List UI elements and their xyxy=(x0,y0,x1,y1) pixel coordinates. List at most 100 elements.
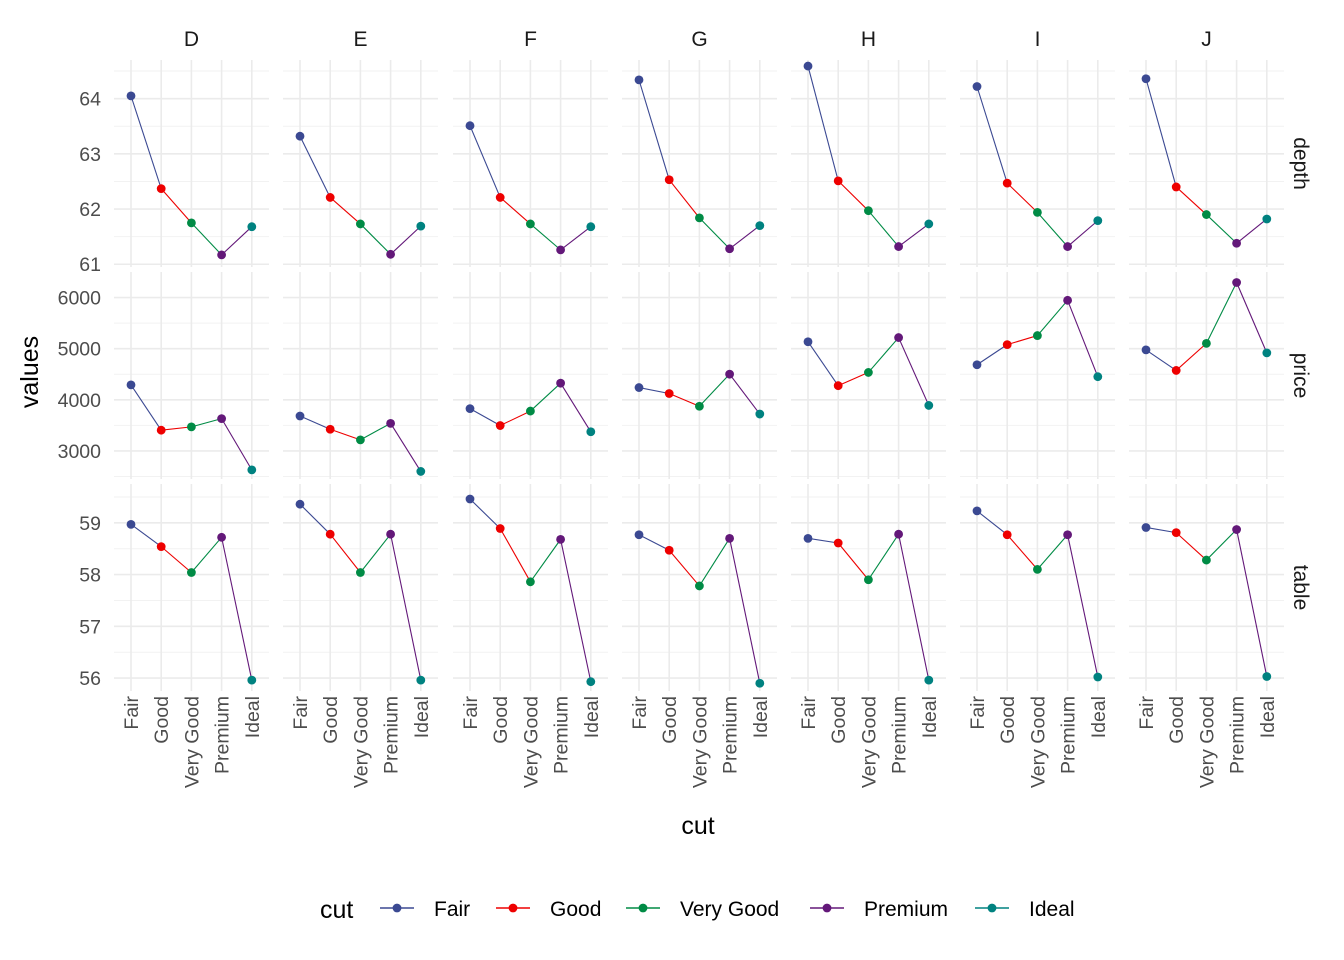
point-I-depth-ideal xyxy=(1093,216,1103,226)
legend-label-ideal: Ideal xyxy=(1029,898,1075,921)
point-E-price-ideal xyxy=(416,467,426,476)
point-J-price-ideal xyxy=(1262,348,1272,358)
point-E-price-fair xyxy=(295,411,305,421)
panel-G-depth xyxy=(622,60,777,267)
line-segment-very-good xyxy=(530,223,561,251)
line-segment-good xyxy=(330,428,361,441)
y-tick-label-table-59: 59 xyxy=(79,513,101,535)
point-J-price-good xyxy=(1171,366,1181,375)
panel-H-depth xyxy=(791,60,946,267)
line-segment-premium xyxy=(560,539,592,682)
column-strip-F: F xyxy=(524,28,537,51)
legend-label-very-good: Very Good xyxy=(680,898,779,921)
point-H-table-premium xyxy=(894,529,903,539)
line-segment-fair xyxy=(638,387,670,395)
line-segment-fair xyxy=(130,523,162,548)
y-tick-label-table-56: 56 xyxy=(79,668,101,690)
point-H-table-very-good xyxy=(864,575,873,585)
line-segment-very-good xyxy=(1036,299,1069,336)
point-J-table-fair xyxy=(1141,523,1151,532)
point-J-depth-good xyxy=(1171,182,1181,192)
x-tick-label-H-very-good: Very Good xyxy=(858,696,880,788)
point-I-depth-very-good xyxy=(1033,207,1042,217)
point-H-table-fair xyxy=(803,533,813,543)
point-I-table-premium xyxy=(1063,530,1072,540)
column-strip-E: E xyxy=(353,28,367,51)
point-F-price-premium xyxy=(556,378,565,388)
point-H-depth-very-good xyxy=(864,206,873,216)
point-D-depth-very-good xyxy=(187,218,196,228)
point-F-table-good xyxy=(495,524,505,533)
y-tick-label-price-4000: 4000 xyxy=(58,390,102,412)
line-segment-good xyxy=(668,392,700,407)
x-tick-label-H-fair: Fair xyxy=(798,696,820,730)
line-segment-premium xyxy=(1236,529,1268,677)
point-D-price-good xyxy=(156,425,166,435)
line-segment-very-good xyxy=(699,217,730,250)
point-F-table-ideal xyxy=(586,677,596,687)
point-J-depth-premium xyxy=(1232,238,1241,248)
legend-key-point xyxy=(987,903,997,913)
line-segment-fair xyxy=(807,341,839,386)
panel-F-price xyxy=(453,272,608,479)
point-G-table-premium xyxy=(725,533,734,543)
line-segment-fair xyxy=(638,79,670,180)
line-segment-good xyxy=(1006,534,1038,570)
line-segment-premium xyxy=(390,534,422,681)
line-segment-very-good xyxy=(530,382,561,412)
legend-item-very-good: Very Good xyxy=(626,898,779,921)
point-H-price-good xyxy=(833,381,843,391)
legend-item-good: Good xyxy=(496,898,601,921)
x-tick-label-E-fair: Fair xyxy=(290,696,312,730)
legend-key-point xyxy=(822,903,832,913)
point-D-depth-premium xyxy=(217,250,227,260)
x-tick-label-F-good: Good xyxy=(490,696,512,744)
point-J-depth-ideal xyxy=(1262,214,1272,224)
point-G-depth-ideal xyxy=(755,221,765,231)
line-segment-good xyxy=(160,546,192,573)
line-segment-fair xyxy=(299,135,331,198)
line-segment-premium xyxy=(390,225,422,255)
point-F-table-fair xyxy=(465,494,475,504)
row-strip-price: price xyxy=(1289,353,1312,399)
panel-I-table xyxy=(960,484,1115,691)
legend-key-point xyxy=(508,903,518,913)
x-tick-label-J-ideal: Ideal xyxy=(1257,696,1279,738)
facet-strips: depth price table D E F G H I J xyxy=(184,28,1312,610)
point-I-price-fair xyxy=(972,360,982,370)
x-tick-label-J-good: Good xyxy=(1166,696,1188,744)
point-E-depth-very-good xyxy=(356,219,365,229)
y-tick-label-depth-62: 62 xyxy=(79,199,101,221)
point-D-table-good xyxy=(156,542,166,552)
point-I-price-ideal xyxy=(1093,372,1103,382)
line-segment-good xyxy=(499,528,531,583)
legend-item-fair: Fair xyxy=(380,898,470,921)
y-tick-label-table-57: 57 xyxy=(79,616,101,638)
point-G-price-good xyxy=(664,389,674,398)
panel-G-price xyxy=(622,272,777,479)
point-G-depth-good xyxy=(664,175,674,185)
legend: cut Fair Good Very Good Premium Ideal xyxy=(320,896,1075,924)
point-E-table-premium xyxy=(386,529,395,539)
line-segment-fair xyxy=(976,86,1008,184)
point-H-depth-ideal xyxy=(924,219,934,229)
point-F-price-fair xyxy=(465,404,475,414)
line-segment-fair xyxy=(299,503,331,535)
point-J-depth-very-good xyxy=(1202,210,1211,219)
point-I-depth-fair xyxy=(972,82,982,91)
point-E-depth-premium xyxy=(386,249,395,259)
line-segment-premium xyxy=(221,226,253,256)
y-tick-label-price-5000: 5000 xyxy=(58,339,102,361)
point-D-depth-good xyxy=(156,184,166,194)
point-F-price-very-good xyxy=(526,406,535,416)
panel-D-depth xyxy=(114,60,269,267)
line-segment-very-good xyxy=(1036,534,1069,570)
y-tick-label-price-6000: 6000 xyxy=(58,288,102,310)
x-tick-label-J-fair: Fair xyxy=(1136,696,1158,730)
line-segment-fair xyxy=(1145,526,1177,534)
point-G-price-very-good xyxy=(695,401,704,411)
x-tick-label-H-premium: Premium xyxy=(889,696,911,774)
line-segment-fair xyxy=(976,510,1008,536)
point-J-table-premium xyxy=(1232,525,1241,534)
x-tick-label-I-very-good: Very Good xyxy=(1027,696,1049,788)
